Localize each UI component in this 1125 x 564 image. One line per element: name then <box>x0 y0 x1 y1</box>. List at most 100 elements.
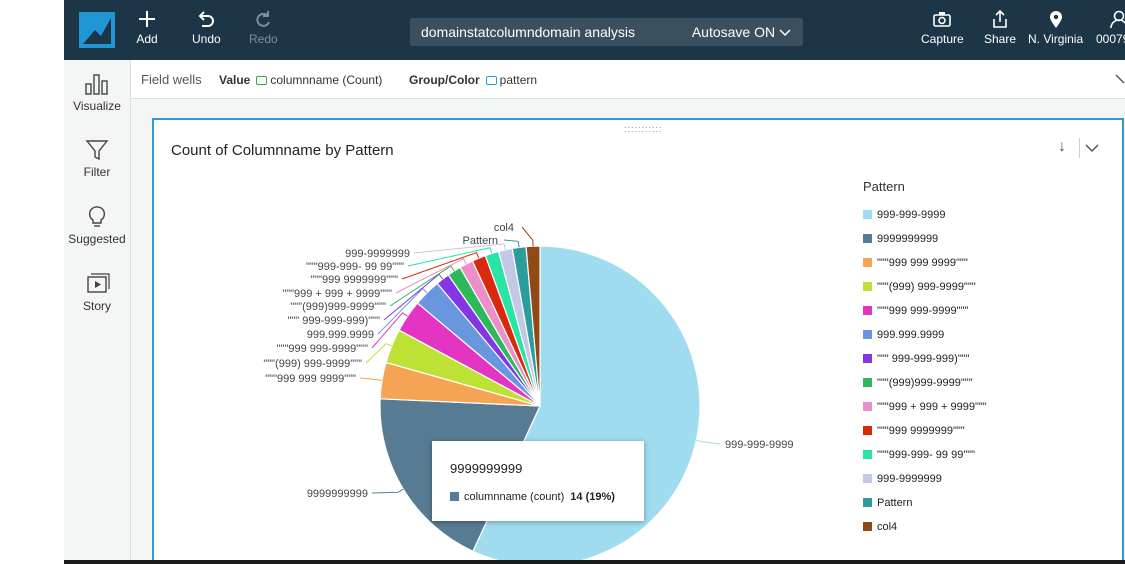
share-label: Share <box>984 32 1017 46</box>
leader-line <box>371 312 408 349</box>
legend-label: """999 999 9999""" <box>877 257 968 269</box>
pencil-icon[interactable] <box>1115 74 1125 84</box>
analysis-title[interactable]: domainstatcolumndomain analysis <box>421 24 635 40</box>
legend-label: """999 + 999 + 9999""" <box>877 401 987 413</box>
autosave-label: Autosave ON <box>691 24 776 40</box>
legend-label: col4 <box>877 521 898 533</box>
add-label: Add <box>136 32 158 46</box>
slice-label: """999 + 999 + 9999""" <box>282 288 392 300</box>
legend-item[interactable]: """999 + 999 + 9999""" <box>863 400 987 424</box>
leader-line <box>395 258 467 294</box>
legend-item[interactable]: """(999) 999-9999""" <box>863 280 987 304</box>
legend-item[interactable]: 999.999.9999 <box>863 328 987 352</box>
slice-label: """999 999 9999""" <box>265 373 356 385</box>
visual-title[interactable]: Count of Columnname by Pattern <box>171 142 394 159</box>
legend-item[interactable]: Pattern <box>863 496 987 520</box>
sidebar-item-filter[interactable]: Filter <box>64 138 130 179</box>
legend-item[interactable]: 999-999-9999 <box>863 208 987 232</box>
measure-pill-icon <box>256 76 268 85</box>
slice-label: 999-9999999 <box>345 248 410 260</box>
redo-label: Redo <box>249 32 278 46</box>
legend-swatch <box>863 498 872 507</box>
legend-swatch <box>863 354 872 363</box>
chart-tooltip: 9999999999 columnname (count) 14 (19%) <box>432 441 644 521</box>
legend-item[interactable]: """999 9999999""" <box>863 424 987 448</box>
dimension-pill-icon <box>485 76 497 85</box>
field-wells-bar[interactable]: Field wells Value columnname (Count) Grou… <box>131 60 1125 99</box>
legend-item[interactable]: col4 <box>863 520 987 544</box>
value-well[interactable]: Value columnname (Count) <box>219 73 382 87</box>
legend-item[interactable]: """999 999 9999""" <box>863 256 987 280</box>
sidebar-item-suggested[interactable]: Suggested <box>64 205 130 246</box>
quicksight-logo[interactable] <box>79 12 115 48</box>
value-well-label: Value <box>219 73 251 87</box>
chevron-down-icon <box>779 29 791 37</box>
tooltip-title: 9999999999 <box>450 461 523 476</box>
legend-swatch <box>863 426 872 435</box>
leader-line <box>359 377 383 381</box>
legend-label: """ 999-999-999)""" <box>877 353 970 365</box>
legend-item[interactable]: 9999999999 <box>863 232 987 256</box>
value-field[interactable]: columnname (Count) <box>270 73 383 87</box>
chart-legend: Pattern 999-999-9999 9999999999 """999 999… <box>863 179 987 544</box>
legend-label: 9999999999 <box>877 233 939 245</box>
legend-label: 999-9999999 <box>877 473 942 485</box>
legend-swatch <box>863 378 872 387</box>
tooltip-row: columnname (count) 14 (19%) <box>450 491 615 503</box>
sort-arrow-icon[interactable]: ↓ <box>1058 138 1066 155</box>
drag-handle-icon[interactable]: ::::::::::: <box>624 124 663 134</box>
tooltip-swatch <box>450 492 459 501</box>
legend-title: Pattern <box>863 179 905 194</box>
legend-label: """(999)999-9999""" <box>877 377 973 389</box>
leader-line <box>407 247 493 267</box>
field-wells-label[interactable]: Field wells <box>141 72 202 87</box>
slice-label: """(999) 999-9999""" <box>263 358 362 370</box>
plus-icon <box>139 11 155 27</box>
autosave-dropdown[interactable]: Autosave ON <box>692 24 791 40</box>
leader-line <box>696 439 721 445</box>
group-well-label: Group/Color <box>409 73 480 87</box>
window-bottom-edge <box>64 560 1125 564</box>
tooltip-field: columnname (count) <box>464 491 565 503</box>
legend-label: Pattern <box>877 497 913 509</box>
undo-icon <box>198 11 215 27</box>
legend-label: """999-999- 99 99""" <box>877 449 976 461</box>
account-menu[interactable]: 0007980 <box>1096 8 1125 46</box>
play-frame-icon <box>87 273 110 293</box>
analysis-name-field[interactable]: domainstatcolumndomain analysis Autosave… <box>410 18 803 46</box>
region-label: N. Virginia <box>1028 32 1084 46</box>
legend-swatch <box>863 522 872 531</box>
share-button[interactable]: Share <box>984 8 1016 46</box>
share-icon <box>993 9 1007 28</box>
slice-label: 999.999.9999 <box>307 329 374 341</box>
group-field[interactable]: pattern <box>499 73 538 87</box>
slice-label: """999 999-9999""" <box>277 343 368 355</box>
sidebar-item-label: Suggested <box>68 232 126 246</box>
legend-item[interactable]: """999 999-9999""" <box>863 304 987 328</box>
legend-item[interactable]: """999-999- 99 99""" <box>863 448 987 472</box>
legend-swatch <box>863 450 872 459</box>
chevron-down-icon[interactable] <box>1085 144 1099 153</box>
slice-label: Pattern <box>463 235 498 247</box>
group-color-well[interactable]: Group/Color pattern <box>409 73 537 87</box>
legend-label: 999.999.9999 <box>877 329 945 341</box>
user-icon <box>1110 10 1125 29</box>
leader-line <box>413 243 506 254</box>
region-selector[interactable]: N. Virginia <box>1028 8 1083 46</box>
capture-button[interactable]: Capture <box>921 8 964 46</box>
undo-button[interactable]: Undo <box>192 8 221 46</box>
account-label: 0007980 <box>1096 32 1125 46</box>
redo-button[interactable]: Redo <box>249 8 278 46</box>
add-button[interactable]: Add <box>136 8 158 46</box>
leader-line <box>389 265 455 307</box>
legend-label: """(999) 999-9999""" <box>877 281 976 293</box>
legend-swatch <box>863 306 872 315</box>
sidebar-item-visualize[interactable]: Visualize <box>64 72 130 113</box>
sidebar-item-story[interactable]: Story <box>64 272 130 313</box>
legend-item[interactable]: """ 999-999-999)""" <box>863 352 987 376</box>
legend-label: """999 9999999""" <box>877 425 965 437</box>
legend-item[interactable]: """(999)999-9999""" <box>863 376 987 400</box>
legend-item[interactable]: 999-9999999 <box>863 472 987 496</box>
leader-line <box>377 287 428 335</box>
legend-swatch <box>863 402 872 411</box>
